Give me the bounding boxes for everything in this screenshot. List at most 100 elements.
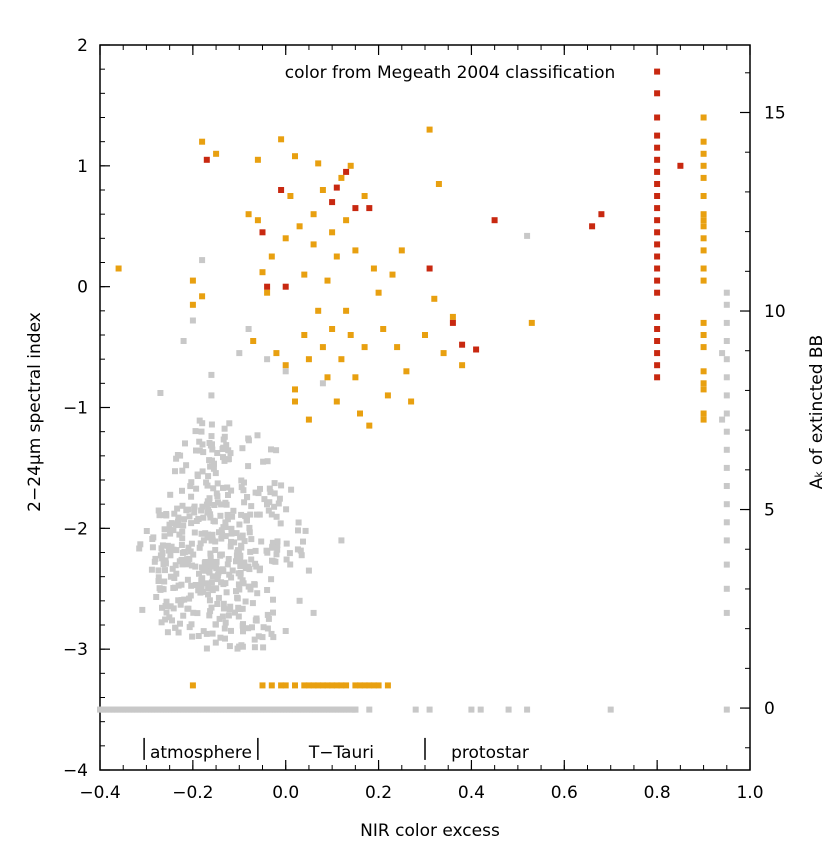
data-point [654, 350, 661, 357]
data-point [719, 350, 726, 357]
data-point [160, 586, 167, 593]
data-point [205, 591, 211, 598]
data-point [239, 643, 246, 650]
data-point [190, 551, 197, 558]
data-point [188, 582, 195, 589]
data-point [268, 630, 275, 637]
data-point [208, 421, 215, 428]
data-point [723, 464, 730, 471]
data-point [380, 326, 387, 332]
data-point [236, 521, 243, 528]
data-point [238, 542, 245, 549]
data-point [237, 573, 244, 580]
data-point [384, 682, 391, 689]
data-point [209, 446, 216, 453]
data-point [219, 566, 226, 573]
data-point [607, 706, 614, 713]
data-point [137, 541, 144, 548]
plot-frame [99, 44, 751, 771]
data-point [192, 582, 199, 588]
data-point [203, 559, 210, 566]
data-point [168, 520, 175, 527]
data-point [333, 253, 340, 260]
data-point [700, 217, 707, 224]
data-point [654, 205, 661, 212]
data-point [352, 374, 359, 381]
data-point [370, 682, 377, 689]
data-point [240, 628, 246, 635]
data-point [654, 193, 661, 199]
data-point [282, 628, 289, 634]
y2-tick-label: 5 [764, 501, 775, 521]
data-point [700, 416, 707, 423]
data-point [150, 534, 157, 541]
data-point [239, 605, 246, 612]
data-point [723, 519, 730, 526]
data-point [273, 447, 280, 454]
data-point [198, 428, 205, 435]
data-point [315, 307, 322, 314]
x-tick-label: 0.6 [551, 783, 578, 803]
data-point [361, 344, 368, 351]
data-point [398, 247, 405, 254]
data-point [191, 509, 198, 516]
data-point [187, 483, 194, 490]
data-point [528, 319, 535, 326]
data-point [236, 586, 243, 593]
data-point [234, 595, 241, 602]
data-point [302, 527, 309, 534]
data-point [167, 527, 174, 534]
data-point [219, 531, 226, 538]
data-point [288, 486, 295, 493]
data-point [654, 289, 661, 296]
data-point [700, 193, 707, 199]
data-point [283, 556, 290, 563]
data-point [246, 566, 253, 573]
data-point [216, 615, 223, 622]
data-point [260, 644, 267, 651]
x-tick-label: 0.4 [458, 783, 485, 803]
x-tick-label: 0.2 [365, 783, 392, 803]
data-point [218, 527, 225, 534]
data-point [198, 577, 205, 584]
data-point [188, 493, 195, 500]
data-point [178, 542, 185, 548]
data-point [301, 332, 308, 338]
data-point [654, 217, 661, 224]
data-point [199, 468, 206, 475]
data-point [186, 624, 193, 631]
data-point [412, 706, 419, 713]
data-point [247, 511, 254, 518]
data-points [97, 68, 730, 713]
data-point [161, 526, 168, 533]
data-point [183, 462, 190, 469]
data-point [283, 506, 290, 513]
data-point [229, 513, 236, 520]
data-point [184, 561, 191, 568]
data-point [248, 556, 255, 563]
data-point [179, 549, 186, 556]
data-point [269, 539, 276, 546]
data-point [270, 596, 276, 603]
data-point [196, 570, 202, 577]
data-point [230, 507, 237, 514]
data-point [352, 247, 359, 254]
data-point [347, 332, 354, 338]
data-point [224, 511, 231, 518]
data-point [654, 90, 661, 97]
data-point [654, 229, 661, 236]
data-point [162, 603, 169, 609]
x-tick-label: 0.8 [644, 783, 671, 803]
data-point [200, 449, 207, 456]
data-point [219, 613, 226, 620]
data-point [654, 144, 661, 151]
data-point [242, 598, 249, 605]
data-point [723, 374, 730, 381]
data-point [301, 271, 308, 278]
data-point [188, 479, 195, 486]
data-point [257, 485, 263, 492]
data-point [222, 580, 229, 587]
data-point [295, 519, 302, 526]
data-point [169, 617, 175, 624]
y-tick-label: −3 [63, 640, 88, 660]
